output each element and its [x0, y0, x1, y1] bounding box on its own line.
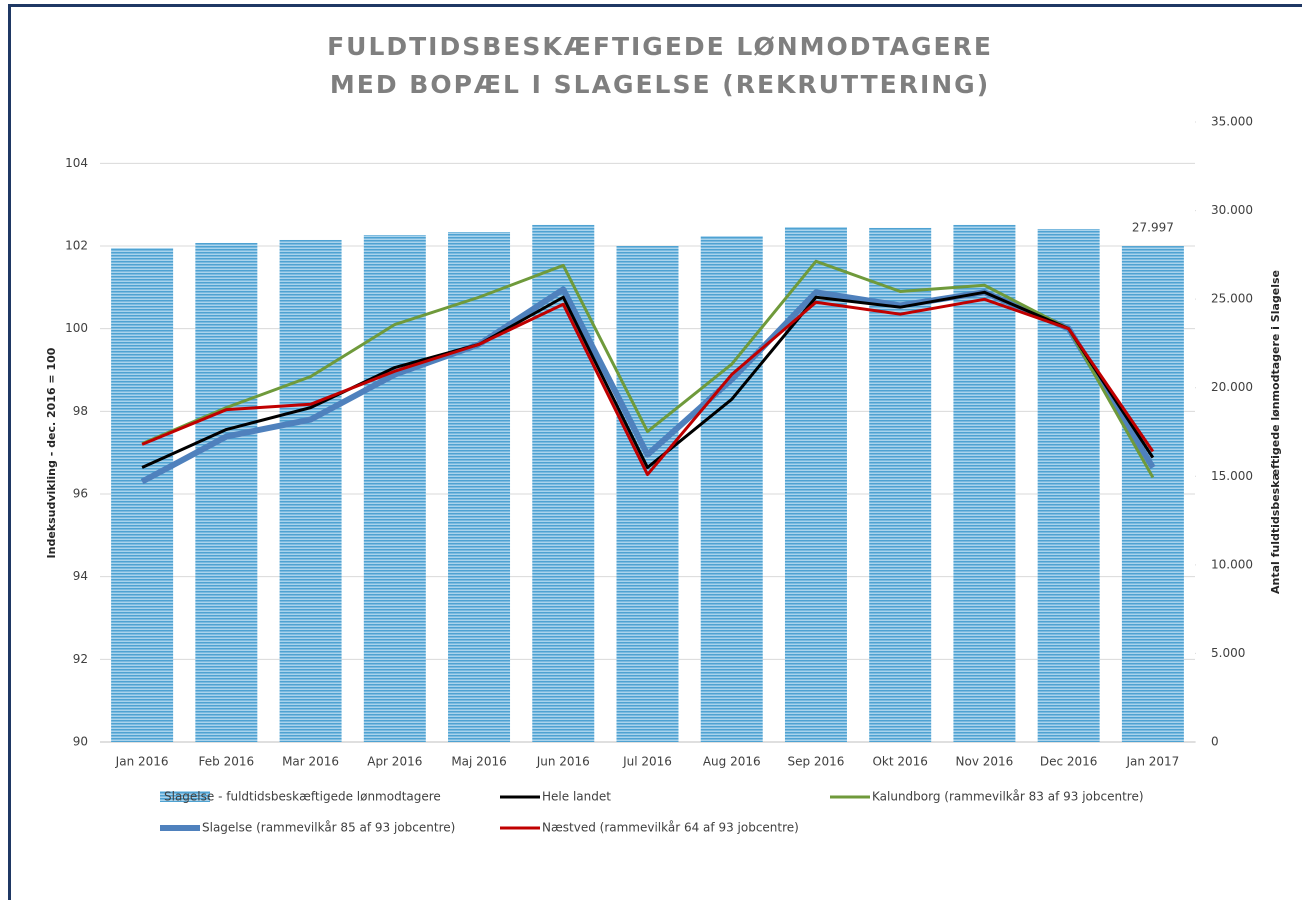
y-tick-label: 94 — [73, 569, 88, 583]
line — [141, 297, 1155, 477]
chart-title: FULDTIDSBESKÆFTIGEDE LØNMODTAGERE — [327, 32, 993, 61]
x-tick-label: Nov 2016 — [956, 755, 1014, 769]
y-axis-title: Indeksudvikling - dec. 2016 = 100 — [45, 347, 58, 558]
y2-tick-label: 0 — [1211, 735, 1219, 749]
bar — [1121, 246, 1184, 742]
x-tick-label: Dec 2016 — [1040, 755, 1098, 769]
x-tick-label: Mar 2016 — [282, 755, 339, 769]
line — [141, 259, 1155, 479]
y2-tick-label: 35.000 — [1211, 115, 1253, 129]
data-label: 27.997 — [1132, 221, 1174, 235]
bar — [363, 235, 426, 742]
x-tick-label: Jan 2017 — [1125, 755, 1179, 769]
y2-tick-label: 20.000 — [1211, 380, 1253, 394]
legend-label: Hele landet — [542, 790, 611, 804]
legend-swatch — [160, 791, 210, 802]
bar — [953, 224, 1016, 743]
x-tick-label: Sep 2016 — [787, 755, 844, 769]
x-tick-label: Feb 2016 — [199, 755, 255, 769]
legend-label: Kalundborg (rammevilkår 83 af 93 jobcent… — [872, 790, 1144, 804]
bar — [448, 232, 511, 742]
legend-label: Slagelse - fuldtidsbeskæftigede lønmodta… — [164, 790, 441, 804]
y-tick-label: 92 — [73, 652, 88, 666]
x-tick-label: Jan 2016 — [115, 755, 169, 769]
bar — [279, 239, 342, 742]
bar — [195, 242, 258, 742]
y2-tick-label: 15.000 — [1211, 469, 1253, 483]
y-tick-label: 96 — [73, 487, 88, 501]
x-tick-label: Maj 2016 — [451, 755, 506, 769]
x-tick-label: Apr 2016 — [367, 755, 422, 769]
bar — [1037, 228, 1100, 743]
y-tick-label: 100 — [65, 321, 88, 335]
bar — [616, 246, 679, 742]
y2-tick-label: 25.000 — [1211, 292, 1253, 306]
y-tick-label: 98 — [73, 404, 88, 418]
y2-tick-label: 30.000 — [1211, 203, 1253, 217]
y2-axis-title: Antal fuldtidsbeskæftigede lønmodtagere … — [1269, 270, 1282, 594]
bar — [532, 224, 595, 743]
x-tick-label: Okt 2016 — [872, 755, 927, 769]
chart-title: MED BOPÆL I SLAGELSE (REKRUTTERING) — [330, 70, 990, 99]
frame — [8, 4, 1302, 900]
line — [141, 290, 1155, 470]
x-tick-label: Jun 2016 — [536, 755, 590, 769]
bar — [700, 236, 763, 742]
y-tick-label: 102 — [65, 239, 88, 253]
y-tick-label: 104 — [65, 156, 88, 170]
bar — [111, 247, 174, 742]
legend-label: Slagelse (rammevilkår 85 af 93 jobcentre… — [202, 821, 455, 835]
x-tick-label: Jul 2016 — [622, 755, 672, 769]
y2-tick-label: 10.000 — [1211, 557, 1253, 571]
legend-label: Næstved (rammevilkår 64 af 93 jobcentre) — [542, 821, 799, 835]
y2-tick-label: 5.000 — [1211, 646, 1245, 660]
x-tick-label: Aug 2016 — [703, 755, 761, 769]
y-tick-label: 90 — [73, 735, 88, 749]
